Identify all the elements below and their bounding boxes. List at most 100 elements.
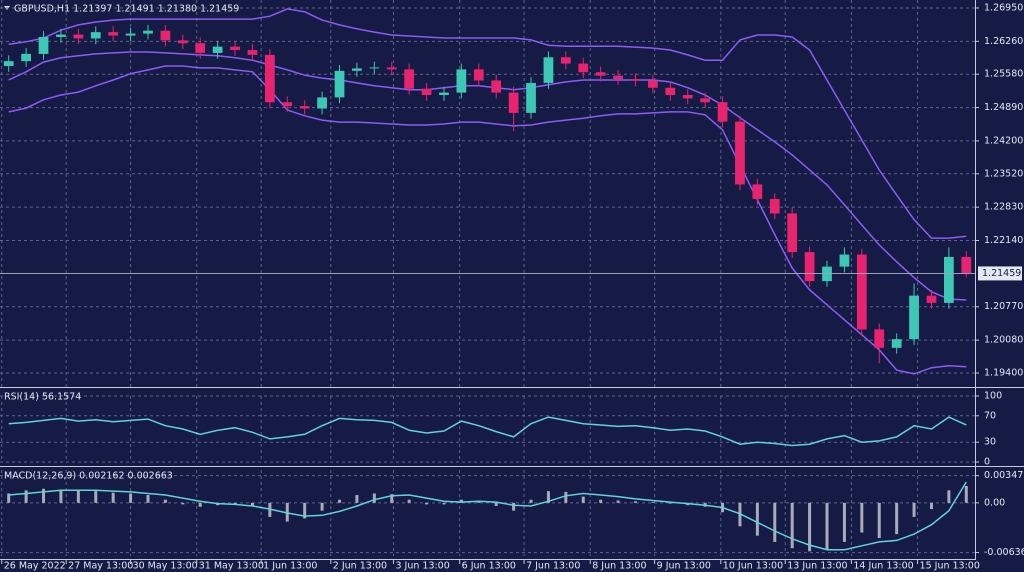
candle-body bbox=[787, 213, 798, 253]
histogram-bar bbox=[651, 502, 655, 503]
y-tick-label: 30 bbox=[984, 437, 996, 448]
chart-title: GBPUSD,H1 1.21397 1.21491 1.21380 1.2145… bbox=[14, 4, 239, 15]
y-tick-label: 1.20770 bbox=[984, 301, 1023, 312]
y-tick-label: 1.22140 bbox=[984, 235, 1023, 246]
histogram-bar bbox=[808, 502, 812, 552]
y-tick-label: 1.22830 bbox=[984, 202, 1023, 213]
histogram-bar bbox=[947, 490, 951, 503]
candle-body bbox=[735, 121, 745, 185]
candle-body bbox=[56, 34, 66, 37]
x-tick-label: 6 Jun 13:00 bbox=[462, 561, 516, 572]
candle-body bbox=[526, 82, 536, 113]
histogram-bar bbox=[633, 501, 637, 503]
candle-body bbox=[404, 69, 415, 89]
candle-body bbox=[3, 61, 14, 66]
histogram-bar bbox=[494, 502, 498, 506]
candle-body bbox=[491, 80, 502, 93]
candle-body bbox=[90, 32, 101, 39]
candle-body bbox=[926, 295, 937, 303]
price-tag bbox=[978, 266, 1022, 281]
x-tick-label: 8 Jun 13:00 bbox=[592, 561, 646, 572]
candle-body bbox=[160, 30, 171, 41]
series-line bbox=[8, 65, 967, 375]
histogram-bar bbox=[442, 502, 446, 505]
histogram-bar bbox=[929, 502, 933, 510]
y-tick-label: 1.24890 bbox=[984, 102, 1023, 113]
candle-body bbox=[299, 106, 310, 109]
candle-body bbox=[125, 33, 136, 36]
histogram-bar bbox=[198, 502, 202, 507]
histogram-bar bbox=[877, 502, 881, 539]
candle-body bbox=[891, 339, 902, 348]
y-tick-label: 0 bbox=[984, 457, 990, 468]
candle-body bbox=[456, 69, 467, 93]
candle-body bbox=[717, 102, 728, 122]
x-tick-label: 14 Jun 13:00 bbox=[853, 561, 913, 572]
histogram-bar bbox=[268, 502, 272, 517]
histogram-bar bbox=[285, 502, 289, 522]
histogram-bar bbox=[250, 502, 254, 506]
candle-body bbox=[230, 46, 240, 51]
y-tick-label: 100 bbox=[984, 391, 1002, 402]
candle-body bbox=[630, 79, 641, 81]
y-tick-label: 1.23520 bbox=[984, 168, 1023, 179]
candle-body bbox=[421, 88, 432, 95]
candle-body bbox=[874, 329, 885, 348]
x-tick-label: 3 Jun 13:00 bbox=[395, 561, 449, 572]
candle-body bbox=[508, 92, 519, 113]
x-tick-label: 7 Jun 13:00 bbox=[526, 561, 580, 572]
histogram-bar bbox=[790, 502, 794, 549]
y-tick-label: 0.00 bbox=[984, 497, 1005, 508]
histogram-bar bbox=[390, 494, 394, 503]
histogram-bar bbox=[529, 499, 533, 503]
histogram-bar bbox=[581, 496, 585, 503]
candle-body bbox=[195, 43, 206, 53]
histogram-bar bbox=[94, 491, 98, 503]
histogram-bar bbox=[546, 491, 550, 503]
x-tick-label: 9 Jun 13:00 bbox=[657, 561, 711, 572]
candle-body bbox=[613, 75, 623, 80]
histogram-bar bbox=[564, 491, 568, 503]
histogram-bar bbox=[111, 492, 115, 503]
y-tick-label: 1.20080 bbox=[984, 335, 1023, 346]
candle-body bbox=[473, 69, 484, 81]
x-tick-label: 15 Jun 13:00 bbox=[920, 561, 980, 572]
candle-body bbox=[369, 67, 380, 69]
candle-body bbox=[682, 94, 693, 99]
histogram-bar bbox=[355, 495, 359, 503]
histogram-bar bbox=[129, 493, 133, 503]
histogram-bar bbox=[599, 499, 603, 503]
y-tick-label: 1.26260 bbox=[984, 36, 1023, 47]
candle-body bbox=[560, 57, 571, 64]
candle-body bbox=[700, 98, 711, 103]
candle-body bbox=[648, 80, 658, 88]
candle-body bbox=[578, 63, 589, 73]
y-tick-label: 1.26950 bbox=[984, 2, 1023, 13]
x-tick-label: 27 May 13:00 bbox=[68, 561, 133, 572]
histogram-bar bbox=[825, 502, 829, 550]
series-line bbox=[8, 416, 967, 447]
x-tick-label: 10 Jun 13:00 bbox=[723, 561, 783, 572]
series-line bbox=[8, 51, 967, 301]
histogram-bar bbox=[42, 488, 46, 503]
candle-body bbox=[804, 252, 815, 282]
x-tick-label: 26 May 2022 bbox=[4, 561, 66, 572]
y-tick-label: 0.003477 bbox=[984, 470, 1024, 481]
y-tick-label: 70 bbox=[984, 410, 996, 421]
histogram-bar bbox=[76, 490, 80, 503]
candle-body bbox=[595, 72, 606, 76]
candle-body bbox=[317, 97, 327, 109]
histogram-bar bbox=[7, 493, 11, 503]
x-tick-label: 30 May 13:00 bbox=[133, 561, 198, 572]
histogram-bar bbox=[895, 502, 899, 535]
histogram-bar bbox=[773, 502, 777, 542]
macd-title: MACD(12,26,9) 0.002162 0.002663 bbox=[4, 471, 173, 482]
histogram-bar bbox=[407, 499, 411, 503]
candle-body bbox=[38, 36, 49, 54]
x-tick-label: 1 Jun 13:00 bbox=[263, 561, 317, 572]
rsi-title: RSI(14) 56.1574 bbox=[4, 392, 81, 403]
y-tick-label: 1.25580 bbox=[984, 69, 1023, 80]
histogram-bar bbox=[842, 502, 846, 542]
candle-body bbox=[282, 102, 293, 107]
